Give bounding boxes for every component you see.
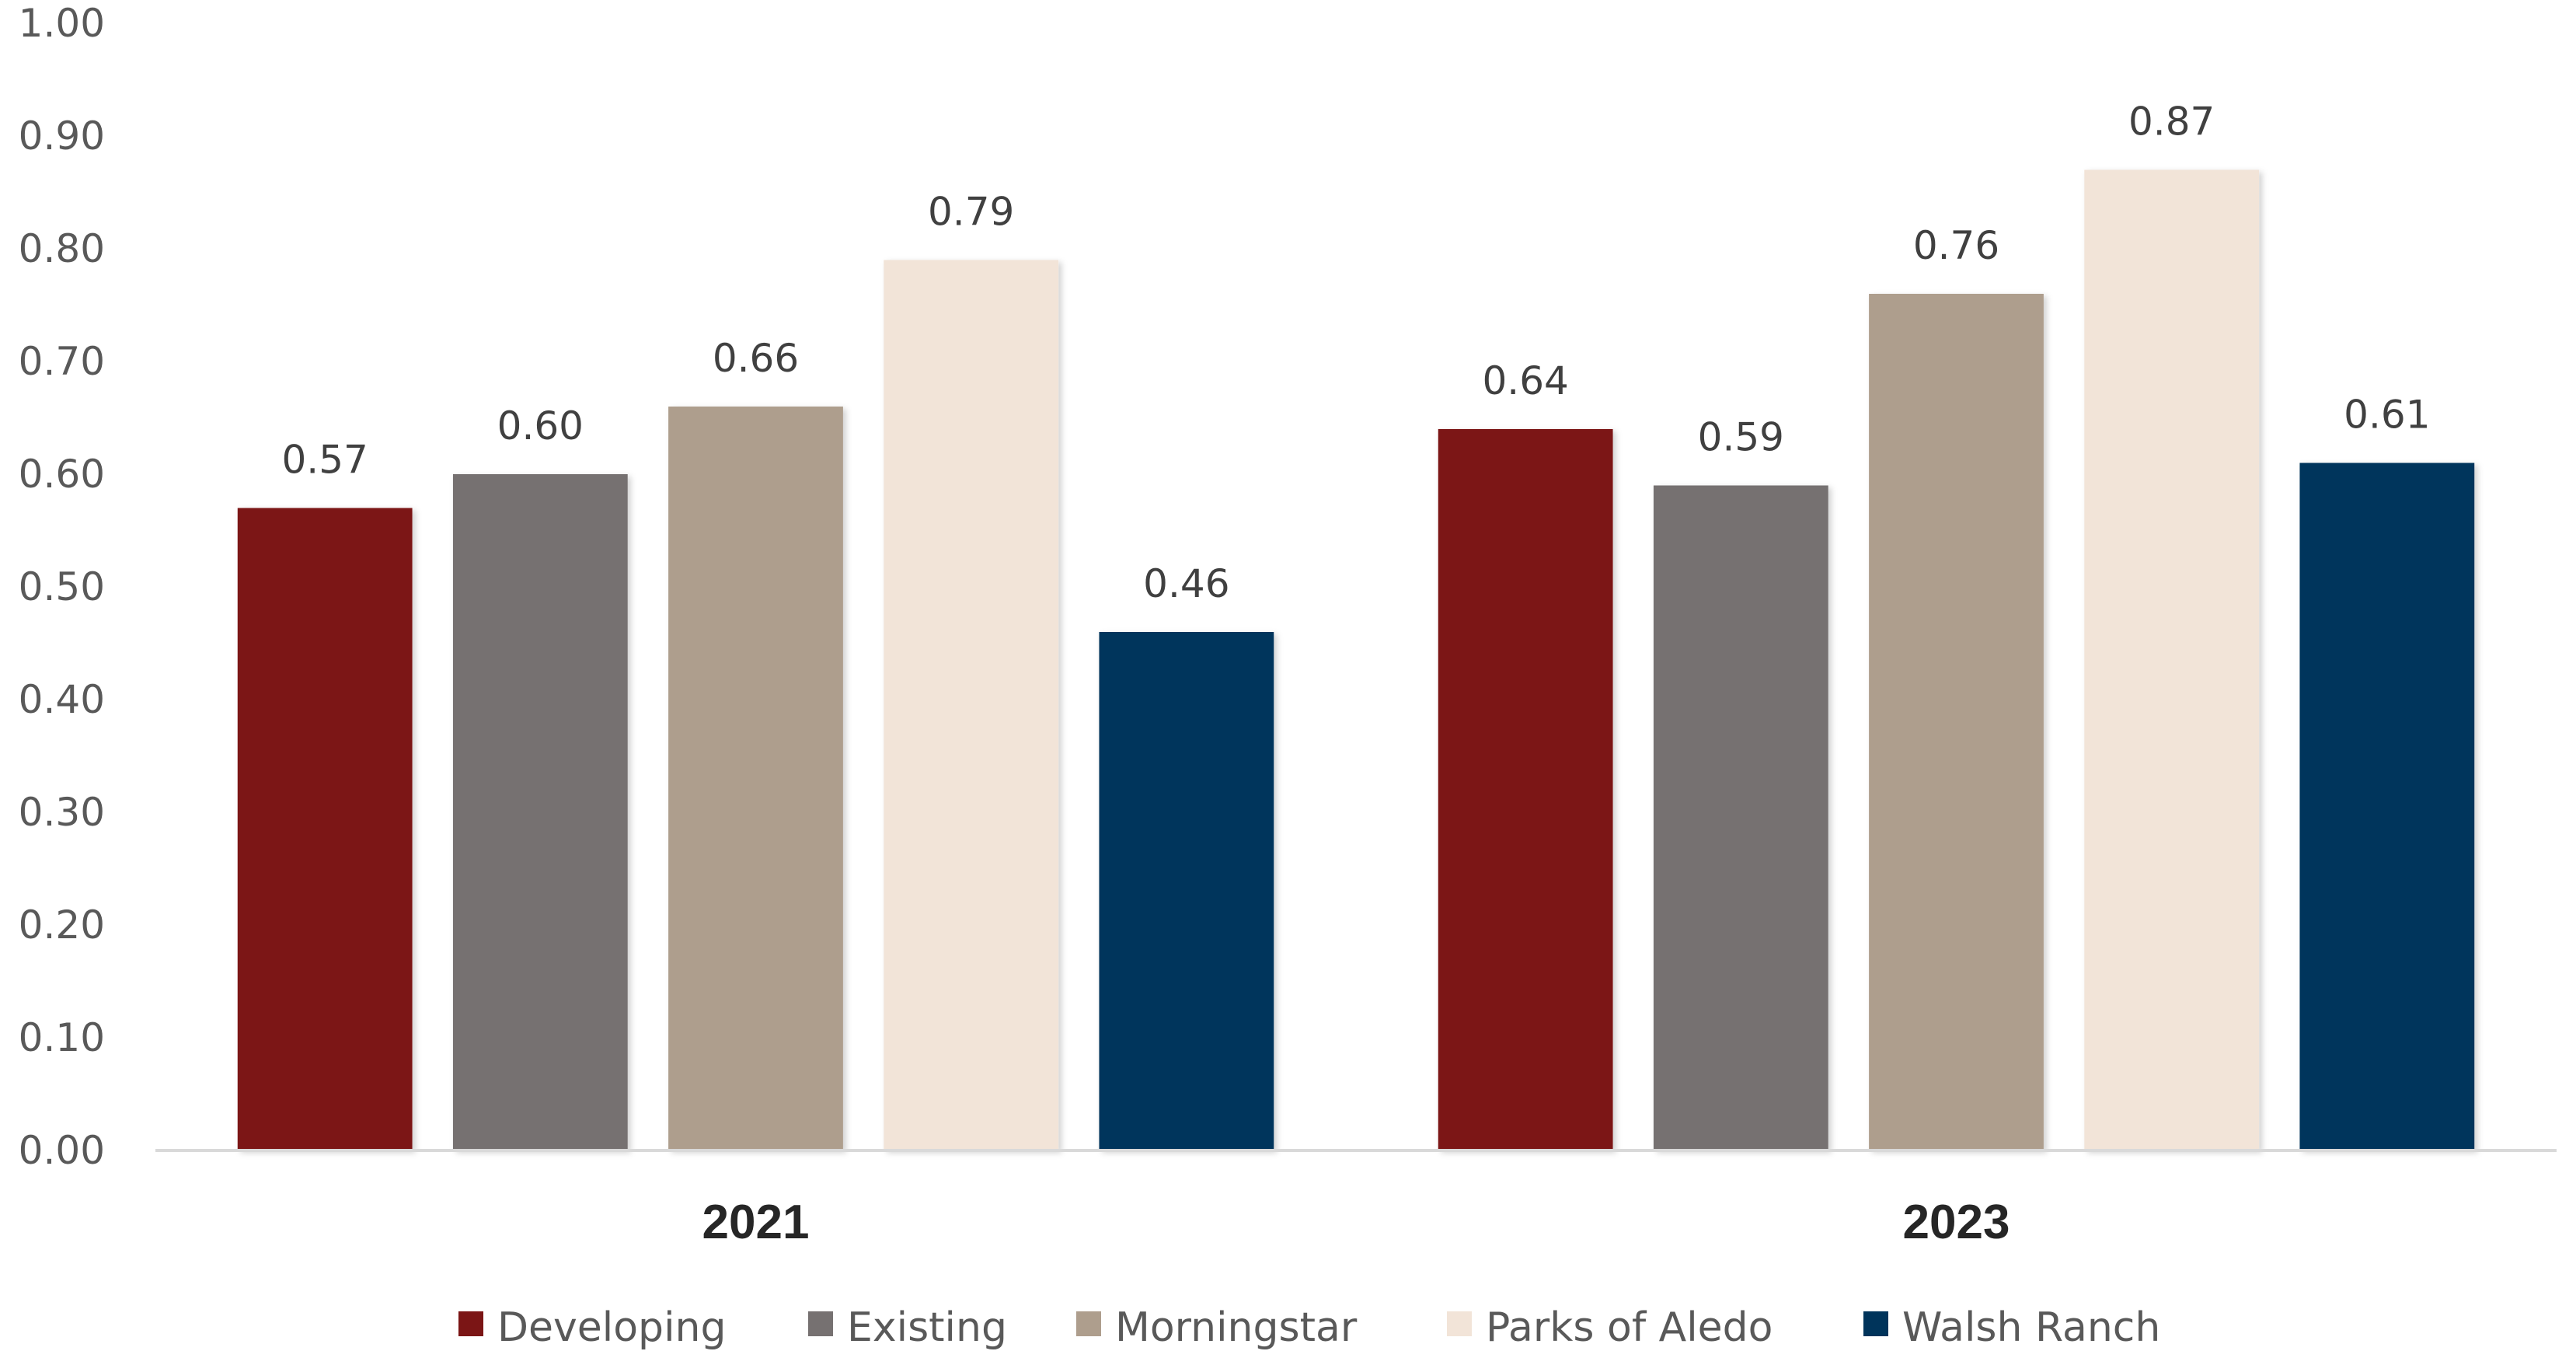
bar (668, 407, 843, 1150)
y-tick-label: 0.90 (19, 113, 105, 159)
legend-label: Existing (847, 1304, 1007, 1351)
y-tick-label: 0.20 (19, 902, 105, 948)
y-tick-label: 0.10 (19, 1015, 105, 1060)
data-label: 0.76 (1913, 223, 1999, 268)
bar (1099, 632, 1274, 1150)
legend-swatch (1447, 1311, 1472, 1336)
legend-label: Developing (497, 1304, 726, 1351)
data-label: 0.46 (1143, 561, 1229, 606)
data-label: 0.57 (281, 438, 368, 483)
data-label: 0.60 (497, 403, 584, 449)
y-tick-label: 0.40 (19, 677, 105, 722)
legend-label: Walsh Ranch (1902, 1304, 2160, 1351)
legend-swatch (1076, 1311, 1101, 1336)
data-label: 0.61 (2344, 393, 2430, 438)
y-tick-label: 0.30 (19, 790, 105, 835)
data-label: 0.66 (713, 336, 799, 381)
legend-label: Parks of Aledo (1486, 1304, 1773, 1351)
data-label: 0.87 (2128, 99, 2215, 145)
y-tick-label: 0.50 (19, 564, 105, 609)
data-label: 0.64 (1482, 358, 1568, 403)
legend-swatch (1863, 1311, 1888, 1336)
data-label: 0.79 (928, 190, 1014, 235)
bar (1438, 429, 1613, 1150)
x-category-label: 2021 (702, 1196, 810, 1249)
y-tick-label: 0.00 (19, 1128, 105, 1173)
legend-swatch (808, 1311, 833, 1336)
y-tick-label: 1.00 (19, 1, 105, 46)
y-tick-label: 0.80 (19, 226, 105, 271)
x-axis: 2021 2023 (702, 1196, 2010, 1249)
x-category-label: 2023 (1903, 1196, 2010, 1249)
bar (2084, 169, 2260, 1150)
legend-label: Morningstar (1115, 1304, 1358, 1351)
data-label: 0.59 (1698, 415, 1784, 460)
bar (1869, 294, 2044, 1150)
y-axis: 0.00 0.10 0.20 0.30 0.40 0.50 0.60 0.70 0.80 0.90… (19, 1, 105, 1173)
bar (884, 260, 1059, 1150)
bar (237, 508, 413, 1150)
bar (1653, 485, 1828, 1150)
y-tick-label: 0.70 (19, 339, 105, 384)
legend-swatch (458, 1311, 483, 1336)
legend: Developing Existing Morningstar Parks of Al… (458, 1304, 2160, 1351)
bars (237, 169, 2475, 1150)
bar (452, 474, 628, 1150)
y-tick-label: 0.60 (19, 452, 105, 497)
bar (2299, 463, 2475, 1150)
data-labels: 0.57 0.60 0.66 0.79 0.46 0.64 0.59 0.76 0.87 0.61 (281, 99, 2430, 607)
